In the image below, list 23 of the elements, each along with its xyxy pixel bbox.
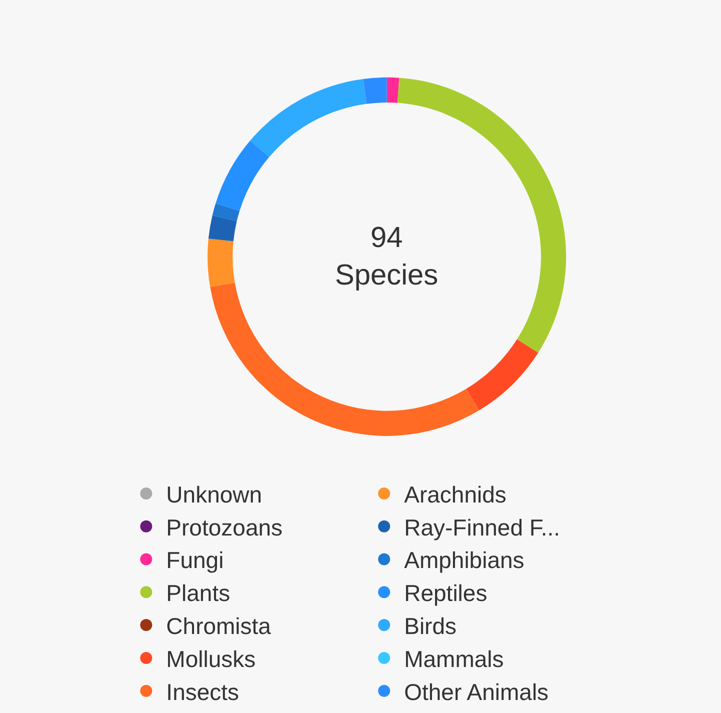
donut-slice [466,339,538,410]
legend-label: Arachnids [404,481,506,508]
legend-label: Mammals [404,646,504,672]
donut-slice [208,215,237,242]
text: 94 Species [335,222,438,292]
legend-label: Plants [166,580,230,606]
legend-label: Chromista [166,613,272,640]
legend-label: Unknown [166,481,262,508]
donut-slice [250,78,367,157]
legend-label: Amphibians [404,547,524,574]
legend-label: Reptiles [404,580,488,606]
legend-label: Other Animals [404,678,549,705]
donut-slice [212,203,240,222]
legend-label: Fungi [166,547,224,574]
legend-label: Protozoans [166,514,283,540]
donut-slice [216,140,270,211]
legend-label: Mollusks [166,646,256,672]
donut-slice [208,238,235,287]
donut-slice [386,77,400,103]
legend-label: Birds [404,613,457,640]
donut-slice [363,77,387,104]
legend-label: Insects [166,678,240,705]
legend-label: Ray-Finned F... [404,514,560,540]
